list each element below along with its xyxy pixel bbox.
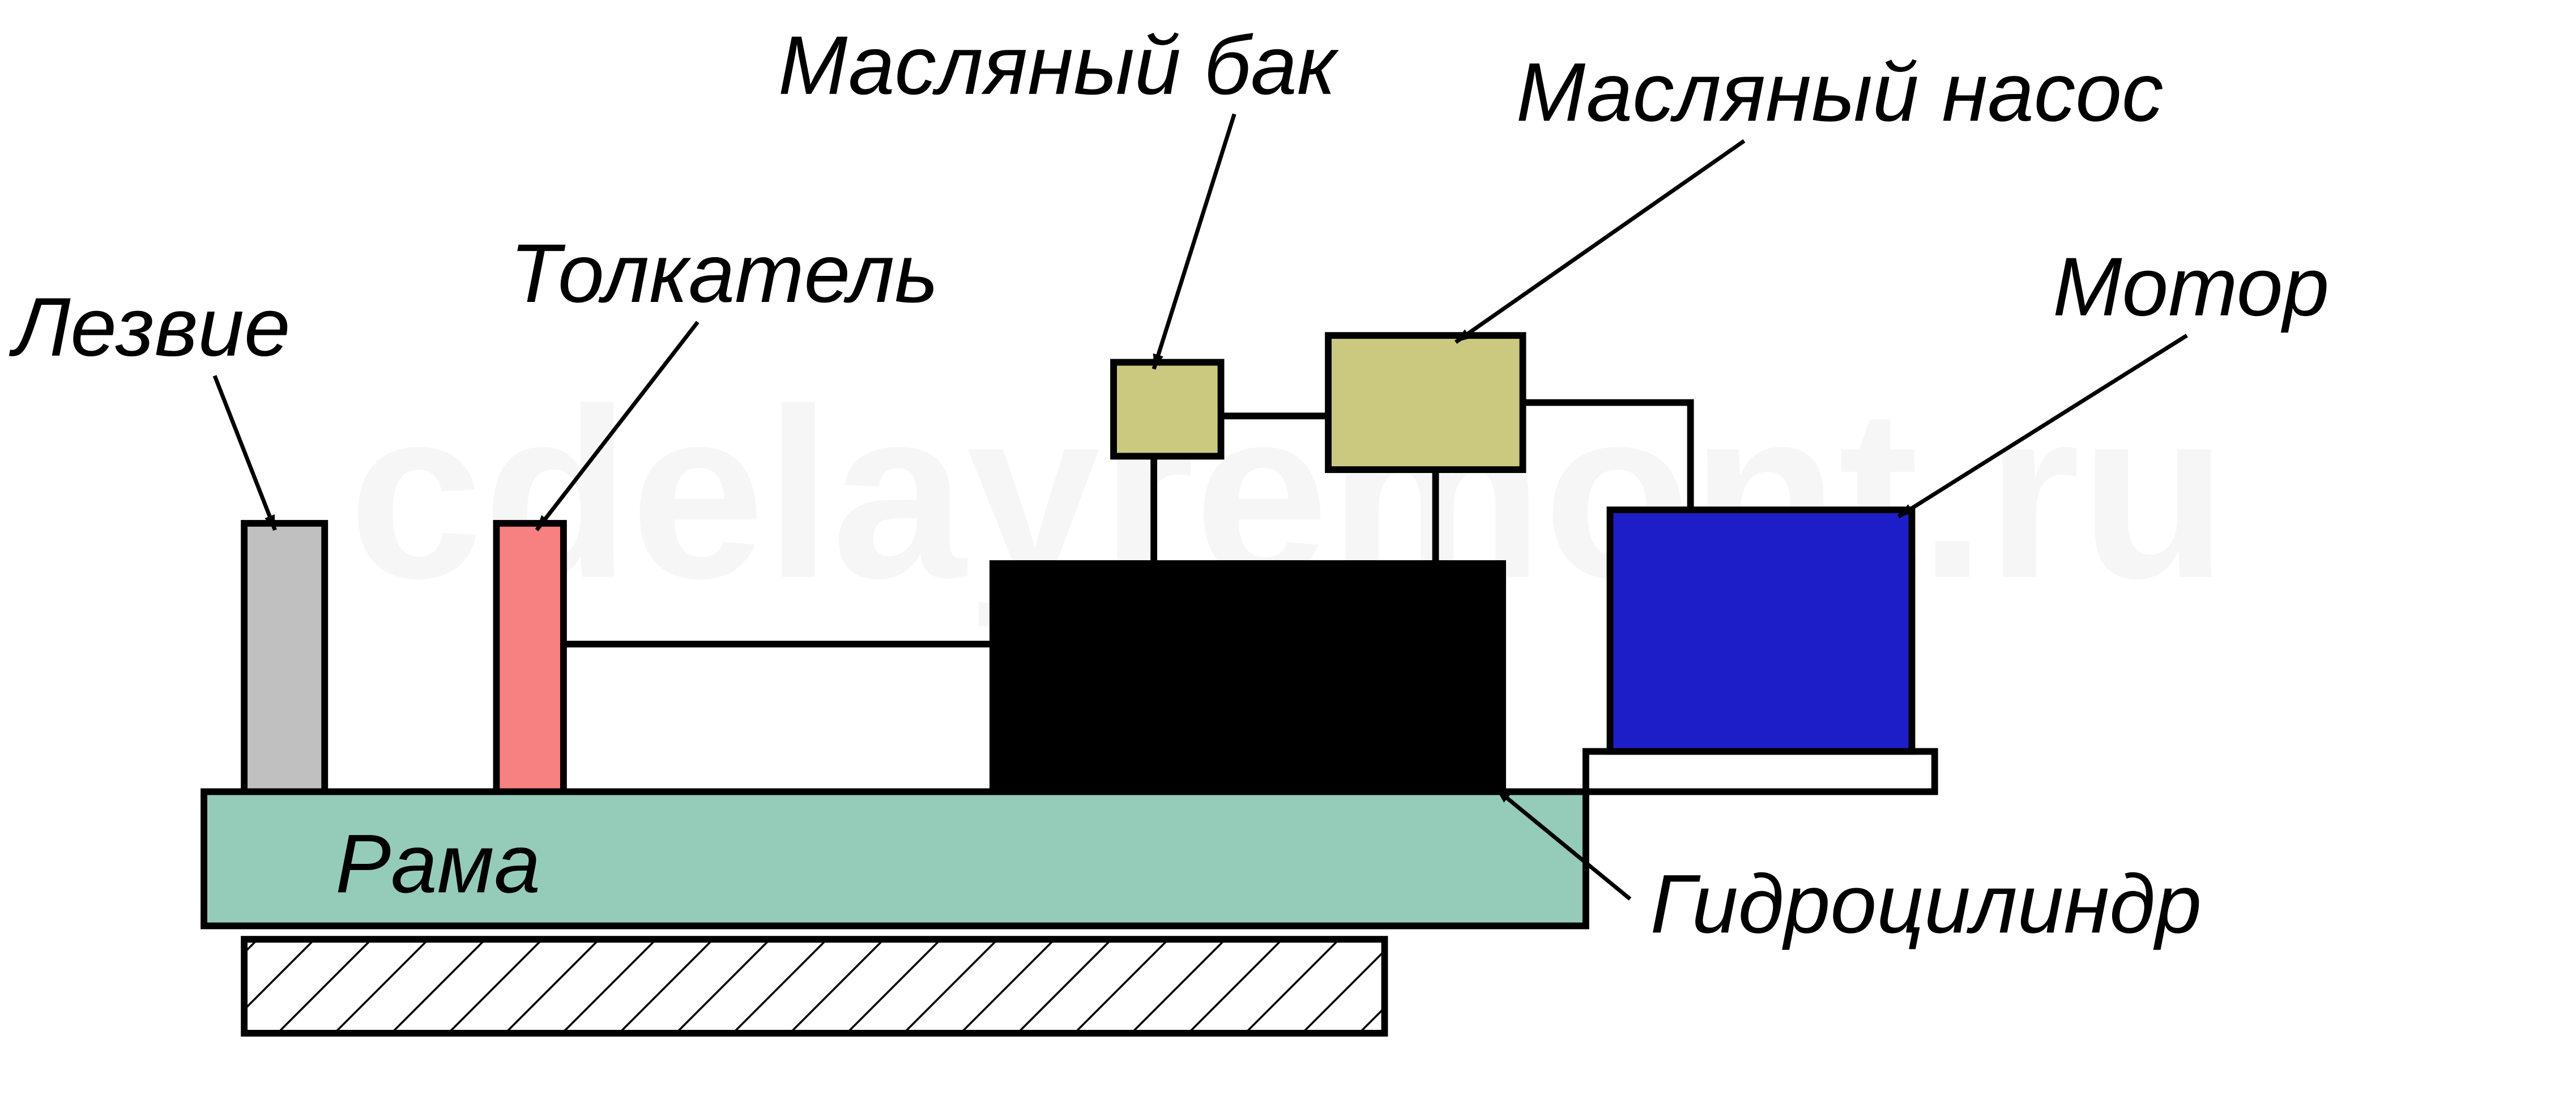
motor-base-block [1586, 751, 1935, 791]
label-oil_tank: Масляный бак [778, 19, 1340, 112]
motor-block [1610, 510, 1912, 751]
label-motor: Мотор [2053, 241, 2329, 334]
oil-pump-block [1328, 335, 1522, 470]
label-oil_pump: Масляный насос [1516, 46, 2164, 139]
label-hydraulic: Гидроцилиндр [1650, 858, 2202, 951]
oil-tank-block [1114, 363, 1221, 457]
label-blade: Лезвие [9, 281, 291, 374]
base-block [244, 939, 1384, 1033]
hydraulic-cylinder-block [993, 564, 1503, 792]
label-frame: Рама [335, 817, 540, 910]
label-pusher: Толкатель [510, 227, 938, 320]
blade-block [244, 523, 325, 792]
pusher-block [496, 523, 563, 792]
